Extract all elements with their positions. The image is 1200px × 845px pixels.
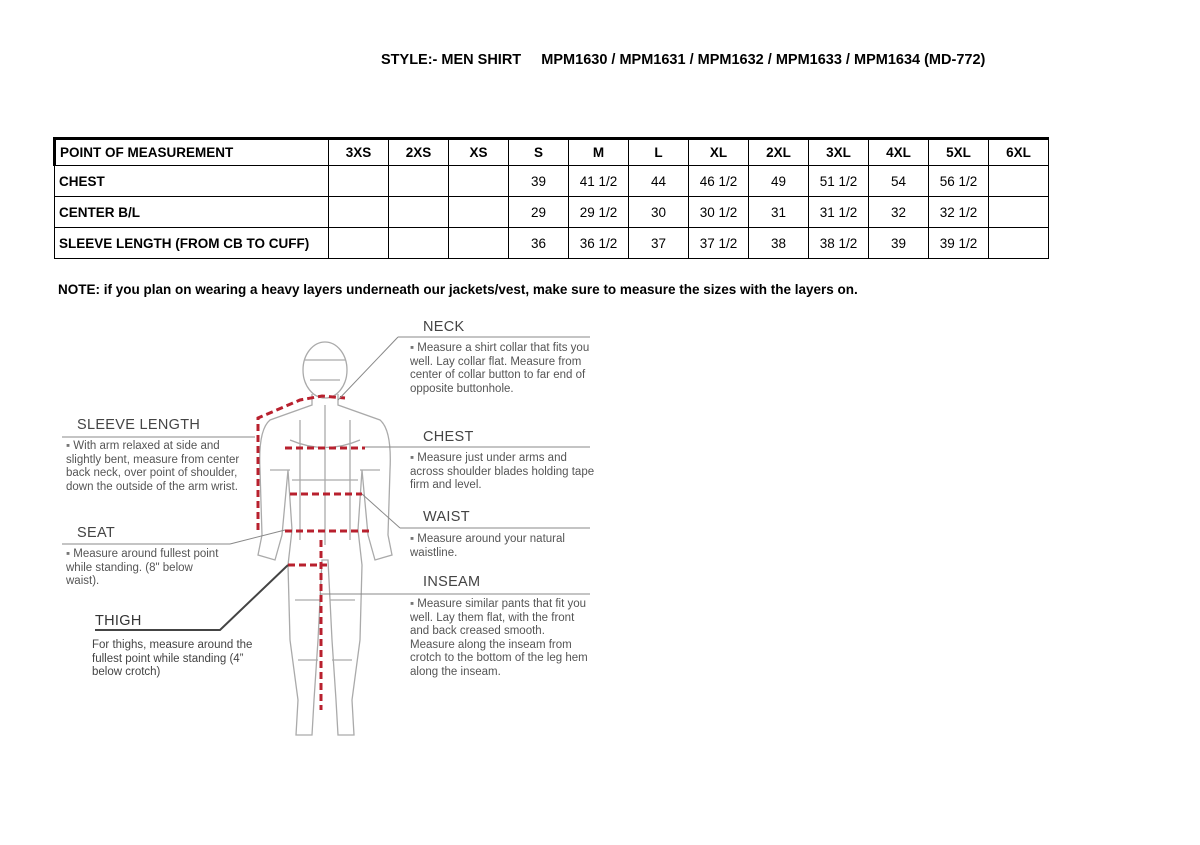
layering-note: NOTE: if you plan on wearing a heavy lay… — [58, 282, 858, 297]
table-row: CHEST 39 41 1/2 44 46 1/2 49 51 1/2 54 56 1/2 — [54, 165, 1049, 197]
measurement-value: 36 — [508, 227, 569, 259]
measurement-value — [988, 196, 1049, 228]
measurement-value — [448, 227, 509, 259]
column-header-size: 5XL — [928, 137, 989, 166]
measurement-value: 38 — [748, 227, 809, 259]
table-header-row: POINT OF MEASUREMENT 3XS 2XS XS S M L XL 2XL 3XL 4… — [53, 137, 1049, 166]
column-header-size: 6XL — [988, 137, 1049, 166]
measurement-value: 41 1/2 — [568, 165, 629, 197]
neck-label: NECK — [423, 319, 465, 335]
measurement-value: 29 — [508, 196, 569, 228]
column-header-size: XL — [688, 137, 749, 166]
measurement-value: 31 1/2 — [808, 196, 869, 228]
measurement-value: 56 1/2 — [928, 165, 989, 197]
measurement-lines — [256, 394, 370, 710]
column-header-size: 4XL — [868, 137, 929, 166]
measurement-value: 39 1/2 — [928, 227, 989, 259]
measurement-value — [388, 227, 449, 259]
inseam-instructions: ▪ Measure similar pants that fit you wel… — [410, 598, 588, 678]
neck-instructions: ▪ Measure a shirt collar that fits you w… — [410, 342, 590, 395]
measurement-value: 36 1/2 — [568, 227, 629, 259]
measurement-value — [388, 165, 449, 197]
measurement-value: 51 1/2 — [808, 165, 869, 197]
measurement-value: 38 1/2 — [808, 227, 869, 259]
sleeve-length-line — [256, 394, 346, 530]
measurement-value: 30 — [628, 196, 689, 228]
thigh-label: THIGH — [95, 613, 142, 629]
inseam-label: INSEAM — [423, 574, 481, 590]
seat-instructions: ▪ Measure around fullest point while sta… — [66, 548, 219, 587]
column-header-size: XS — [448, 137, 509, 166]
column-header-pom: POINT OF MEASUREMENT — [53, 137, 329, 166]
measurement-value — [328, 165, 389, 197]
thigh-leader — [95, 564, 289, 631]
measurement-value — [328, 227, 389, 259]
style-title: STYLE:- MEN SHIRT MPM1630 / MPM1631 / MP… — [381, 52, 986, 68]
table-row: SLEEVE LENGTH (FROM CB TO CUFF) 36 36 1/2 3… — [54, 227, 1049, 259]
measurement-value: 46 1/2 — [688, 165, 749, 197]
measurement-name: CHEST — [54, 165, 329, 197]
chest-label: CHEST — [423, 429, 474, 445]
sleeve-length-instructions: ▪ With arm relaxed at side and slightly … — [66, 440, 240, 493]
sleeve-length-label: SLEEVE LENGTH — [77, 417, 201, 433]
table-row: CENTER B/L 29 29 1/2 30 30 1/2 31 31 1/2 32 32 1… — [54, 196, 1049, 228]
measurement-name: SLEEVE LENGTH (FROM CB TO CUFF) — [54, 227, 329, 259]
measurement-value: 37 — [628, 227, 689, 259]
measurement-value — [988, 227, 1049, 259]
measurement-value: 44 — [628, 165, 689, 197]
column-header-size: 3XL — [808, 137, 869, 166]
leader-lines — [62, 336, 590, 595]
waist-label: WAIST — [423, 509, 470, 525]
measurement-table: POINT OF MEASUREMENT 3XS 2XS XS S M L XL 2XL 3XL 4… — [53, 137, 1049, 259]
thigh-instructions: For thighs, measure around the fullest p… — [92, 639, 253, 678]
measurement-value: 39 — [868, 227, 929, 259]
body-outline — [257, 341, 393, 736]
measurement-value: 37 1/2 — [688, 227, 749, 259]
chest-instructions: ▪ Measure just under arms and across sho… — [410, 452, 595, 491]
waist-instructions: ▪ Measure around your natural waistline. — [410, 533, 565, 559]
measurement-value: 32 — [868, 196, 929, 228]
measurement-value — [448, 196, 509, 228]
seat-label: SEAT — [77, 525, 115, 541]
measurement-value: 39 — [508, 165, 569, 197]
